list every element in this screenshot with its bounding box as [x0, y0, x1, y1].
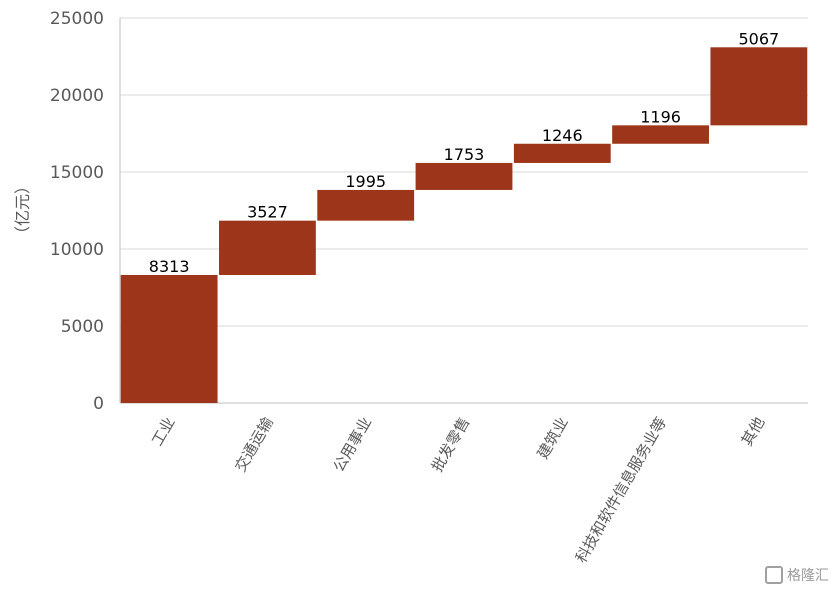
y-axis-ticks: 0 5000 10000 15000 20000 25000	[50, 9, 104, 414]
data-label: 5067	[738, 29, 779, 48]
x-tick-label: 批发零售	[428, 414, 474, 475]
bar	[120, 274, 218, 403]
x-tick-label: 工业	[148, 414, 179, 449]
x-tick-label: 交通运输	[231, 414, 277, 475]
bar	[710, 47, 808, 126]
data-labels: 8313 3527 1995 1753 1246 1196 5067	[149, 29, 779, 276]
data-label: 1246	[542, 126, 583, 145]
x-tick-label: 建筑业	[534, 414, 572, 462]
y-tick-label: 10000	[50, 240, 104, 260]
gridlines	[119, 17, 808, 404]
y-tick-label: 20000	[50, 86, 104, 106]
x-tick-label: 其他	[738, 414, 769, 449]
bar	[612, 125, 709, 144]
x-tick-label: 科技和软件信息服务业等	[572, 414, 670, 566]
data-label: 8313	[149, 257, 190, 276]
bar	[415, 162, 513, 190]
y-axis-label: （亿元）	[13, 178, 32, 242]
watermark-text: 格隆汇	[787, 568, 829, 584]
y-tick-label: 5000	[61, 317, 104, 337]
x-axis-ticks: 工业 交通运输 公用事业 批发零售 建筑业 科技和软件信息服务业等 其他	[148, 414, 768, 566]
data-label: 1995	[345, 172, 386, 191]
gelonghui-logo-icon	[765, 566, 783, 584]
bar	[317, 189, 415, 221]
data-label: 1196	[640, 107, 681, 126]
y-tick-label: 15000	[50, 163, 104, 183]
data-label: 3527	[247, 203, 288, 222]
data-label: 1753	[444, 145, 485, 164]
bar	[219, 220, 316, 275]
bars	[120, 47, 808, 403]
y-tick-label: 25000	[50, 9, 104, 29]
y-tick-label: 0	[93, 394, 104, 414]
watermark: 格隆汇	[765, 565, 829, 585]
x-tick-label: 公用事业	[330, 414, 376, 475]
bar	[513, 143, 611, 163]
